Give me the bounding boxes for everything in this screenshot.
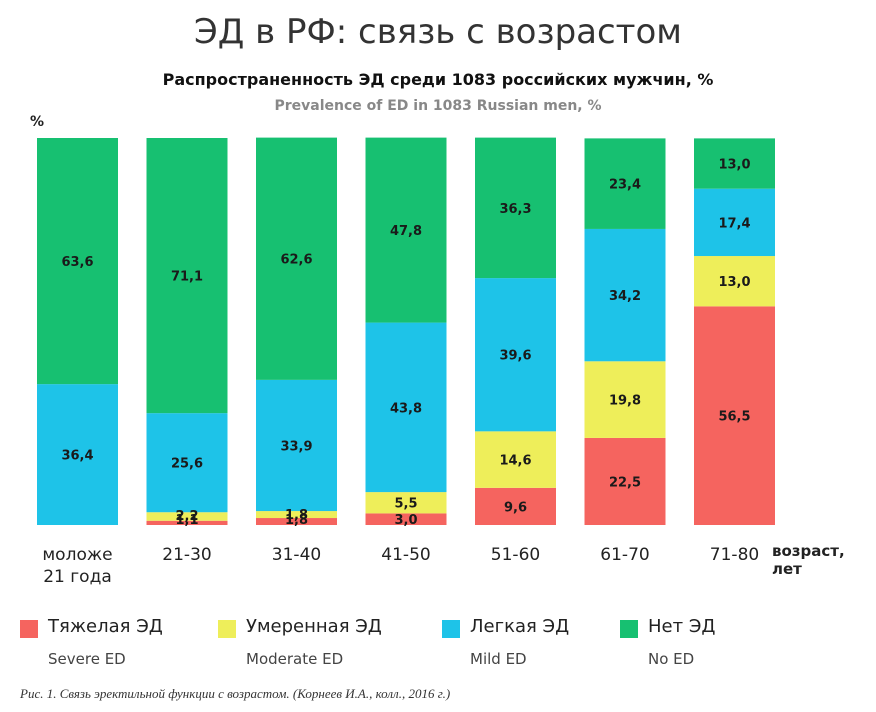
bar-segment [146,138,228,414]
bar-segment [146,520,228,525]
legend-label-mild-en: Mild ED [470,650,527,668]
data-label: 39,6 [499,349,531,364]
bar-segment [584,138,666,229]
x-tick-label: 31-40 [272,545,321,565]
bar-segment [37,138,118,385]
x-tick-label: 61-70 [600,545,649,565]
figure-caption: Рис. 1. Связь эректильной функции с возр… [20,686,451,701]
bar-segment [694,138,775,189]
data-label: 9,6 [504,500,527,515]
x-tick-label: моложе [42,545,112,565]
bar-segment [37,384,118,525]
bar-segment [256,137,337,380]
legend-label-moderate-en: Moderate ED [246,650,344,668]
bar-segment [475,137,556,279]
bar-segment [146,512,228,521]
x-tick-label: 21-30 [162,545,211,565]
x-tick-label: 51-60 [491,545,540,565]
data-label: 36,3 [499,202,531,217]
data-label: 23,4 [609,178,641,193]
bar-segment [365,137,447,323]
x-axis-label: возраст, [772,542,845,560]
bar-segment [256,511,337,519]
data-label: 3,0 [394,513,417,528]
legend-label-severe-ru: Тяжелая ЭД [48,616,163,637]
data-label: 36,4 [61,449,93,464]
chart-legend: Тяжелая ЭД Severe ED Умеренная ЭД Modera… [0,616,876,676]
data-label: 62,6 [280,253,312,268]
data-label: 34,2 [609,289,641,304]
legend-label-moderate-ru: Умеренная ЭД [246,616,382,637]
data-label: 1,8 [285,508,308,523]
data-label: 71,1 [171,270,203,285]
legend-swatch-severe [20,620,38,638]
bar-segment [475,278,556,432]
x-tick-label: 21 года [43,567,112,587]
data-label: 14,6 [499,454,531,469]
bar-segment [146,413,228,513]
data-label: 13,0 [718,158,750,173]
data-label: 1,1 [175,513,198,528]
bar-segment [475,431,556,488]
bar-segment [584,437,666,525]
legend-label-mild-ru: Легкая ЭД [470,616,570,637]
legend-label-severe-en: Severe ED [48,650,126,668]
bar-segment [694,188,775,257]
bar-segment [694,256,775,307]
chart-subtitle: Prevalence of ED in 1083 Russian men, % [274,98,602,114]
page-title: ЭД в РФ: связь с возрастом [194,12,682,52]
data-label: 47,8 [390,224,422,239]
data-label: 33,9 [280,439,312,454]
bar-segment [584,228,666,362]
x-axis-label: лет [772,560,802,578]
data-label: 56,5 [718,410,750,425]
legend-label-none-ru: Нет ЭД [648,616,716,637]
chart-title: Распространенность ЭД среди 1083 российс… [162,70,714,89]
data-label: 19,8 [609,394,641,409]
data-label: 1,8 [285,513,308,528]
data-label: 25,6 [171,457,203,472]
bar-segment [365,492,447,514]
bar-segment [475,487,556,525]
data-label: 2,2 [175,509,198,524]
bar-segment [584,361,666,438]
data-label: 5,5 [394,497,417,512]
legend-swatch-mild [442,620,460,638]
x-tick-label: 41-50 [381,545,430,565]
bar-segment [256,518,337,525]
data-label: 43,8 [390,401,422,416]
data-label: 63,6 [61,255,93,270]
bar-segment [365,322,447,493]
data-label: 13,0 [718,275,750,290]
bar-segment [256,379,337,512]
y-axis-label: % [30,114,44,130]
data-label: 22,5 [609,475,641,490]
legend-swatch-none [620,620,638,638]
x-tick-label: 71-80 [710,545,759,565]
bar-segment [694,306,775,525]
bar-segment [365,513,447,525]
data-label: 17,4 [718,216,750,231]
legend-swatch-moderate [218,620,236,638]
legend-label-none-en: No ED [648,650,695,668]
